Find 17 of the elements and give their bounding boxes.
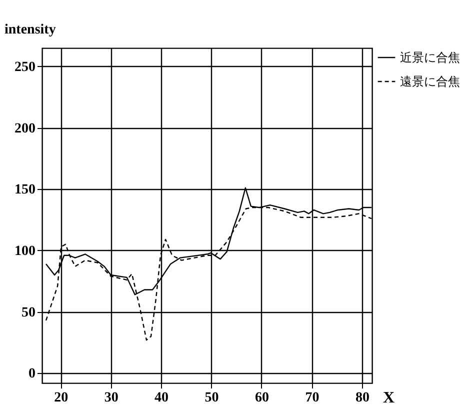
y-tick-label: 150: [14, 182, 36, 198]
x-tick-label: 30: [104, 390, 118, 406]
x-tick-label: 20: [54, 390, 68, 406]
legend-label: 遠景に合焦: [400, 74, 460, 88]
x-tick-label: 40: [154, 390, 169, 406]
legend-label: 近景に合焦: [400, 50, 460, 64]
y-axis-title: intensity: [4, 22, 56, 38]
y-tick-label: 50: [22, 305, 36, 320]
x-tick-label: 50: [204, 390, 219, 406]
y-tick-label: 0: [28, 366, 36, 382]
x-tick-label: 60: [255, 390, 269, 406]
x-axis-title: X: [382, 390, 395, 406]
y-tick-label: 200: [14, 121, 36, 136]
x-tick-label: 70: [305, 390, 320, 406]
x-tick-label: 80: [355, 390, 370, 406]
y-tick-label: 250: [14, 60, 36, 75]
y-tick-label: 100: [14, 244, 36, 259]
